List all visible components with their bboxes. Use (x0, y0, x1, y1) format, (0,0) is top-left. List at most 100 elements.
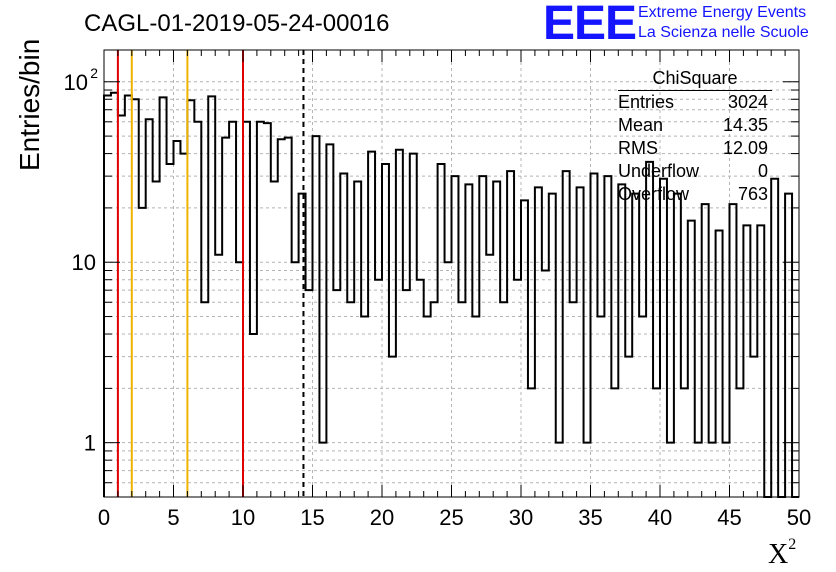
histogram-bin (278, 139, 285, 497)
histogram-bin (368, 152, 375, 497)
histogram-bin (570, 302, 577, 497)
marker-lines (116, 50, 305, 497)
histogram-bin (271, 182, 278, 497)
histogram-bin (750, 357, 757, 497)
histogram-bin (160, 97, 167, 497)
logo-subtitle-2: La Scienza nelle Scuole (638, 24, 809, 41)
histogram-bin (549, 194, 556, 497)
x-axis-label-base: X (768, 539, 789, 570)
histogram-bin (347, 302, 354, 497)
histogram-bin (597, 317, 604, 497)
y-axis-label: Entries/bin (14, 38, 45, 171)
histogram-bin (299, 194, 306, 497)
stats-value: 763 (737, 184, 768, 204)
histogram-bin (500, 302, 507, 497)
histogram-bin (194, 122, 201, 497)
y-tick-label: 10 (72, 250, 96, 275)
axis-ticks (103, 50, 800, 498)
x-tick-label: 20 (370, 505, 394, 530)
histogram-bin (306, 290, 313, 497)
stats-label: RMS (618, 138, 658, 158)
histogram-bin (201, 302, 208, 497)
histogram-bin (639, 317, 646, 497)
histogram-bin (771, 179, 778, 497)
histogram-bin (326, 144, 333, 497)
histogram-bin (646, 162, 653, 497)
histogram-bin (785, 194, 792, 497)
histogram-bin (104, 95, 111, 497)
histogram-bin (229, 122, 236, 497)
histogram-bin (132, 99, 139, 497)
histogram-bin (542, 270, 549, 497)
stats-title: ChiSquare (618, 66, 772, 91)
histogram-bin (292, 262, 299, 497)
stats-row: Entries 3024 (612, 91, 772, 114)
x-tick-label: 30 (509, 505, 533, 530)
histogram-bin (604, 176, 611, 497)
histogram-outline (103, 91, 799, 498)
x-tick-label: 15 (300, 505, 324, 530)
histogram-bin (730, 204, 737, 497)
histogram-bin (625, 357, 632, 497)
histogram-bin (452, 176, 459, 497)
stats-value: 12.09 (722, 138, 768, 158)
x-tick-label: 0 (98, 505, 110, 530)
histogram-bin (340, 174, 347, 497)
histogram-bin (618, 184, 625, 497)
stats-box: ChiSquare Entries 3024 Mean 14.35 RMS 12.09… (612, 66, 772, 206)
stats-value: 0 (757, 161, 768, 181)
stats-label: Entries (618, 92, 675, 112)
histogram-bin (702, 204, 709, 497)
x-axis-label-sup: 2 (788, 536, 797, 553)
y-tick-label: 1 (84, 431, 96, 456)
stats-label: Overflow (618, 184, 690, 204)
histogram-bin (674, 194, 681, 497)
histogram-bin (125, 95, 132, 497)
chart-title: CAGL-01-2019-05-24-00016 (84, 10, 390, 37)
x-tick-label: 5 (167, 505, 179, 530)
stats-value: 3024 (727, 92, 768, 112)
x-axis-label: X2 (768, 536, 796, 571)
x-tick-label: 35 (578, 505, 602, 530)
histogram-bin (257, 122, 264, 497)
x-tick-label: 25 (439, 505, 463, 530)
y-tick-label: 10 (64, 70, 88, 95)
histogram-bin (431, 302, 438, 497)
histogram-bin (438, 164, 445, 497)
histogram-bin (174, 141, 181, 497)
histogram-bin (118, 116, 125, 497)
histogram-bin (354, 182, 361, 497)
stats-label: Underflow (618, 161, 700, 181)
histogram-bin (250, 334, 257, 497)
eee-logo: EEE (543, 0, 637, 50)
histogram-bin (243, 122, 250, 497)
x-tick-label: 40 (648, 505, 672, 530)
histogram-bin (410, 154, 417, 497)
histogram-bin (236, 262, 243, 497)
histogram-bin (396, 150, 403, 497)
histogram-bin (333, 290, 340, 497)
histogram-bin (153, 182, 160, 497)
histogram-bin (632, 194, 639, 497)
histogram-bin (757, 225, 764, 497)
histogram-bin (403, 290, 410, 497)
histogram-bin (445, 262, 452, 497)
stats-row: Mean 14.35 (612, 114, 772, 137)
histogram-bin (479, 176, 486, 497)
histogram-bin (180, 154, 187, 497)
histogram-bin (167, 164, 174, 497)
histogram-bin (208, 96, 215, 497)
stats-row: Underflow 0 (612, 160, 772, 183)
x-tick-label: 45 (717, 505, 741, 530)
histogram-bin (465, 184, 472, 497)
logo-subtitle-1: Extreme Energy Events (638, 4, 807, 21)
histogram-bin (591, 174, 598, 497)
histogram-bin (264, 123, 271, 497)
histogram-bin (743, 225, 750, 497)
histogram-bars (103, 91, 799, 498)
histogram-bin (361, 317, 368, 497)
histogram-bin (187, 100, 194, 497)
x-tick-label: 50 (787, 505, 811, 530)
